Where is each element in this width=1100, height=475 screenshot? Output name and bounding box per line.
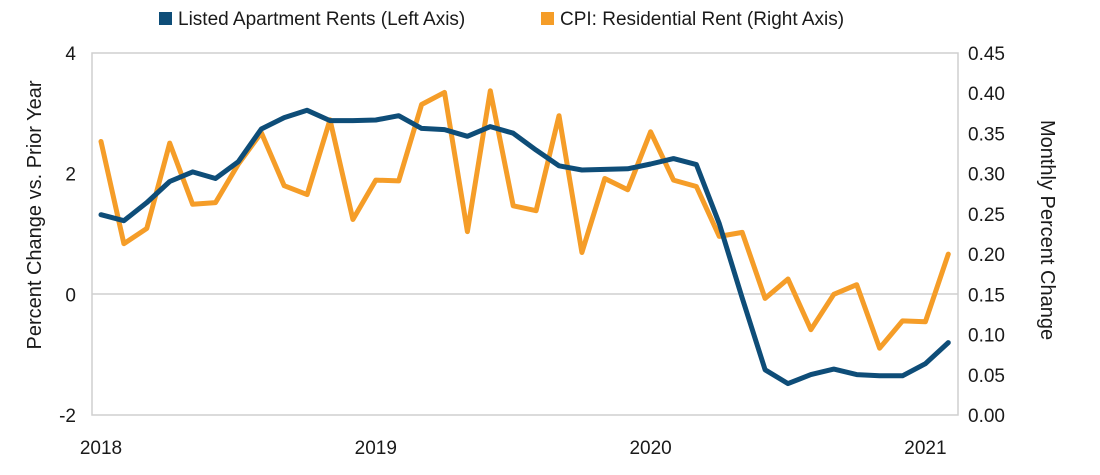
right-tick-label: 0.40: [968, 84, 1005, 105]
plot-area-frame: [91, 52, 959, 416]
left-tick-label: 2: [65, 165, 76, 186]
series-line-apartment-rents: [98, 107, 951, 387]
right-tick-label: 0.20: [968, 245, 1005, 266]
right-tick-label: 0.35: [968, 124, 1005, 145]
left-tick-label: 4: [65, 44, 76, 65]
series-layer: [98, 88, 951, 387]
right-tick-label: 0.00: [968, 406, 1005, 427]
right-tick-label: 0.15: [968, 285, 1005, 306]
legend-swatch-apartment-rents: [159, 12, 172, 25]
x-tick-label: 2018: [80, 438, 122, 459]
legend-label-cpi-rent: CPI: Residential Rent (Right Axis): [560, 9, 844, 30]
x-tick-label: 2021: [904, 438, 946, 459]
legend-swatch-cpi-rent: [541, 12, 554, 25]
right-tick-label: 0.30: [968, 165, 1005, 186]
legend-label-apartment-rents: Listed Apartment Rents (Left Axis): [178, 9, 465, 30]
left-axis-ticks: -2 0 2 4: [59, 44, 76, 427]
x-axis-ticks: 2018 2019 2020 2021: [80, 438, 947, 459]
right-tick-label: 0.05: [968, 366, 1005, 387]
right-tick-label: 0.45: [968, 44, 1005, 65]
left-tick-label: -2: [59, 406, 76, 427]
x-tick-label: 2019: [355, 438, 397, 459]
x-tick-label: 2020: [629, 438, 671, 459]
left-tick-label: 0: [65, 285, 76, 306]
right-tick-label: 0.25: [968, 205, 1005, 226]
right-axis-title: Monthly Percent Change: [1036, 120, 1058, 340]
left-axis-title: Percent Change vs. Prior Year: [24, 80, 46, 349]
series-line-cpi-rent: [98, 88, 951, 351]
legend: Listed Apartment Rents (Left Axis) CPI: …: [159, 9, 844, 30]
right-axis-ticks: 0.00 0.05 0.10 0.15 0.20 0.25 0.30 0.35 0.40 0.45: [968, 44, 1005, 427]
right-tick-label: 0.10: [968, 326, 1005, 347]
